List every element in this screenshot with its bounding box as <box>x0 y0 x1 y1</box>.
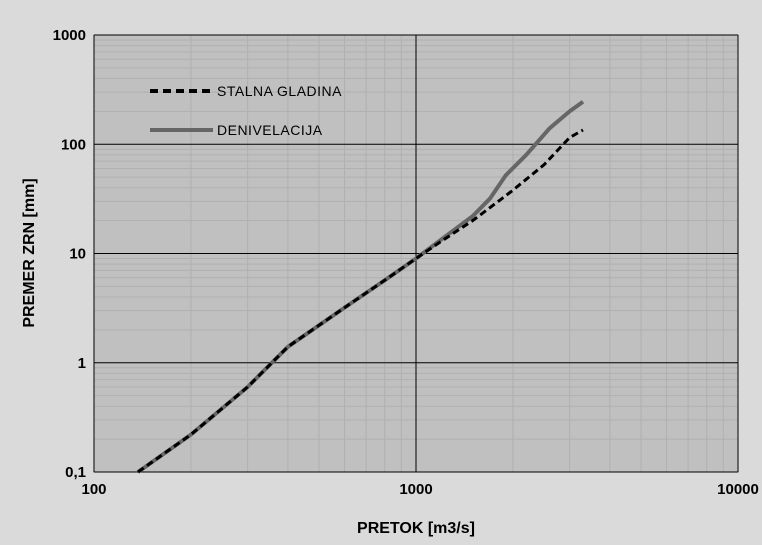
series-line-stalna-gladina <box>137 128 584 474</box>
x-axis-title: PRETOK [m3/s] <box>357 520 475 537</box>
legend-label: DENIVELACIJA <box>217 122 323 138</box>
tick-labels: 100 1000 10000 0,1 1 10 100 1000 <box>53 27 759 498</box>
y-tick-label: 100 <box>61 136 86 153</box>
x-tick-label: 10000 <box>717 481 759 498</box>
series-layer <box>136 100 585 474</box>
y-tick-label: 1000 <box>53 27 86 44</box>
major-grid <box>93 34 739 473</box>
y-axis-title: PREMER ZRN [mm] <box>21 178 38 327</box>
y-tick-label: 1 <box>78 355 86 372</box>
legend-label: STALNA GLADINA <box>217 83 342 99</box>
legend: STALNA GLADINA DENIVELACIJA <box>150 83 342 138</box>
x-tick-label: 1000 <box>399 481 432 498</box>
x-tick-label: 100 <box>81 481 106 498</box>
y-tick-label: 0,1 <box>65 464 86 481</box>
y-tick-label: 10 <box>69 246 86 263</box>
